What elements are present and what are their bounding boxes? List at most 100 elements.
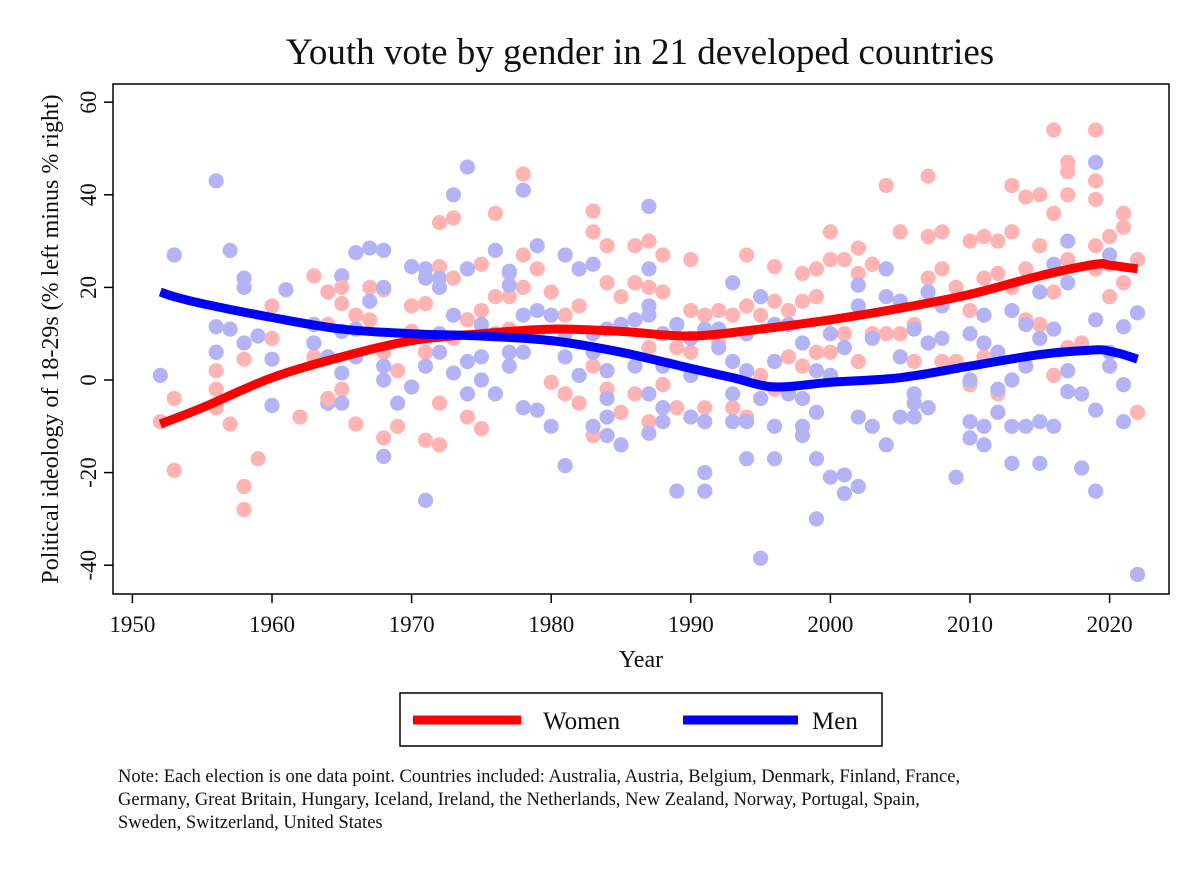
point-men (766, 451, 783, 467)
point-men (376, 448, 392, 464)
point-men (376, 358, 392, 374)
point-men (725, 275, 741, 291)
point-men (1088, 154, 1104, 170)
point-men (864, 330, 880, 346)
point-women (683, 344, 699, 360)
point-women (501, 289, 517, 305)
point-women (766, 293, 783, 309)
point-men (739, 414, 755, 430)
y-tick-label: -20 (76, 457, 101, 488)
point-men (1060, 363, 1076, 379)
point-women (808, 289, 825, 305)
point-men (697, 465, 713, 481)
point-men (599, 390, 615, 407)
point-men (850, 277, 866, 293)
point-men (739, 451, 755, 467)
point-men (669, 316, 685, 333)
point-women (808, 261, 825, 277)
plot-area (112, 83, 1170, 595)
point-men (264, 351, 280, 367)
trend-lines (158, 259, 1139, 429)
point-men (459, 353, 476, 370)
point-women (1115, 205, 1132, 221)
point-men (641, 261, 657, 277)
point-men (1060, 383, 1076, 400)
point-men (1060, 233, 1076, 249)
point-women (669, 400, 685, 416)
point-women (794, 265, 811, 282)
point-women (599, 238, 615, 254)
legend-women-label: Women (543, 708, 621, 735)
point-women (515, 166, 531, 182)
point-men (459, 261, 476, 277)
x-tick-label: 2020 (1087, 612, 1133, 637)
point-women (417, 432, 434, 448)
point-women (445, 210, 462, 226)
x-tick-label: 1970 (389, 612, 435, 637)
note-line-1: Note: Each election is one data point. C… (118, 767, 960, 787)
point-women (990, 233, 1006, 249)
point-women (641, 414, 657, 430)
point-men (878, 261, 894, 277)
point-men (1129, 566, 1146, 583)
point-women (906, 353, 922, 370)
trend-line-women (158, 259, 1139, 429)
point-women (655, 284, 671, 300)
point-women (613, 404, 629, 421)
point-women (1102, 228, 1118, 245)
point-men (571, 367, 587, 383)
point-men (794, 427, 811, 444)
point-women (334, 381, 350, 397)
point-men (808, 404, 825, 421)
point-men (892, 409, 908, 425)
point-women (934, 224, 950, 240)
point-men (808, 511, 825, 527)
point-men (515, 400, 531, 416)
point-men (445, 365, 462, 381)
point-men (976, 335, 992, 351)
point-men (725, 353, 741, 370)
point-men (417, 270, 434, 286)
point-women (683, 252, 699, 268)
point-men (431, 279, 448, 295)
point-men (404, 379, 420, 395)
y-tick-label: 40 (76, 183, 101, 206)
point-men (990, 404, 1006, 421)
point-women (236, 502, 252, 518)
point-men (836, 485, 852, 502)
point-women (571, 395, 587, 411)
point-women (780, 349, 797, 365)
x-tick-label: 2010 (947, 612, 993, 637)
point-women (166, 390, 182, 407)
point-women (1102, 289, 1118, 305)
point-women (417, 296, 434, 312)
point-men (906, 386, 922, 402)
point-women (697, 400, 713, 416)
point-women (836, 252, 852, 268)
point-women (543, 284, 559, 300)
point-women (753, 367, 769, 383)
point-men (725, 386, 741, 402)
note: Note: Each election is one data point. C… (118, 767, 960, 833)
point-men (641, 386, 657, 402)
point-women (641, 233, 657, 249)
point-men (976, 437, 992, 453)
point-women (1004, 224, 1020, 240)
point-men (850, 409, 866, 425)
point-women (1115, 219, 1132, 235)
point-women (585, 224, 601, 240)
point-men (278, 282, 294, 298)
point-men (306, 335, 322, 351)
point-women (850, 265, 866, 282)
point-men (794, 390, 811, 407)
point-men (1004, 455, 1020, 471)
point-women (473, 421, 489, 437)
point-women (753, 307, 769, 323)
point-men (515, 344, 531, 360)
point-women (962, 302, 978, 319)
point-women (780, 302, 797, 319)
point-men (348, 245, 364, 261)
point-women (1060, 164, 1076, 180)
point-women (348, 416, 364, 432)
point-men (501, 344, 517, 360)
